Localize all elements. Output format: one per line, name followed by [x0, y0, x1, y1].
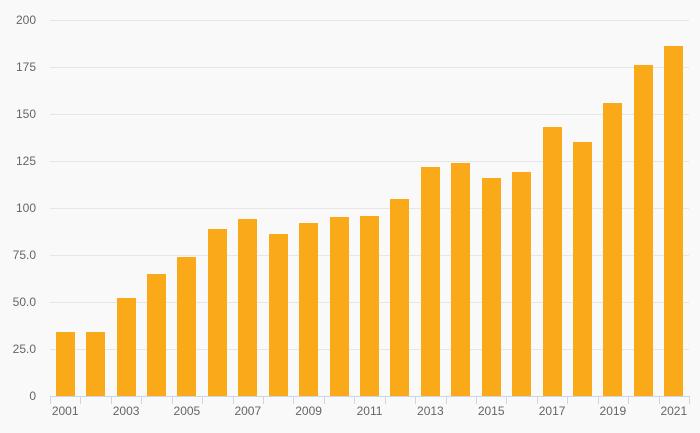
y-axis-label: 175: [15, 60, 36, 74]
bar-2012[interactable]: [390, 199, 410, 396]
x-axis-label: 2007: [234, 404, 262, 418]
x-axis-tick: [567, 397, 569, 404]
bar-2009[interactable]: [299, 223, 319, 396]
y-gridline: [50, 114, 689, 115]
x-axis-tick: [689, 397, 690, 404]
bar-2017[interactable]: [542, 127, 562, 396]
y-axis-label: 150: [15, 107, 36, 121]
y-axis-label: 75.0: [12, 248, 36, 262]
y-axis-label: 50.0: [12, 295, 36, 309]
y-gridline: [50, 67, 689, 68]
bar-2018[interactable]: [573, 142, 592, 396]
y-axis-label: 100: [15, 201, 36, 215]
bar-2020[interactable]: [633, 65, 653, 396]
x-axis-tick: [536, 397, 538, 404]
bar-2014[interactable]: [451, 163, 471, 396]
x-axis-tick: [415, 397, 417, 404]
x-axis-tick: [354, 397, 356, 404]
bar-2016[interactable]: [512, 172, 532, 396]
x-axis-tick: [323, 397, 325, 404]
x-axis-label: 2001: [51, 404, 79, 418]
x-axis-label: 2019: [599, 404, 627, 418]
bar-2003[interactable]: [116, 298, 136, 396]
x-axis-tick: [232, 397, 234, 404]
x-axis-label: 2005: [173, 404, 201, 418]
x-axis-label: 2017: [538, 404, 566, 418]
bar-2008[interactable]: [268, 234, 288, 396]
x-axis-tick: [171, 397, 173, 404]
x-axis-tick: [384, 397, 386, 404]
bar-2015[interactable]: [481, 178, 501, 396]
bar-2019[interactable]: [603, 103, 623, 396]
x-axis-label: 2003: [112, 404, 140, 418]
y-axis-label: 125: [15, 154, 36, 168]
bar-2011[interactable]: [360, 216, 379, 396]
x-axis-line: [50, 396, 690, 397]
bar-2002[interactable]: [86, 332, 106, 396]
x-axis-tick: [476, 397, 477, 404]
bar-2001[interactable]: [55, 332, 75, 396]
x-axis-tick: [445, 397, 447, 404]
y-axis-label: 25.0: [12, 342, 36, 356]
bar-2006[interactable]: [207, 229, 227, 396]
bar-2021[interactable]: [664, 46, 684, 396]
y-axis-label: 200: [15, 13, 36, 27]
x-axis-tick: [506, 397, 508, 404]
y-gridline: [50, 161, 689, 162]
x-axis-tick: [628, 397, 630, 404]
x-axis-label: 2015: [477, 404, 505, 418]
x-axis-label: 2009: [295, 404, 322, 418]
x-axis-tick: [658, 397, 660, 404]
bar-2013[interactable]: [420, 167, 440, 396]
x-axis-tick: [597, 397, 599, 404]
x-axis-tick: [263, 397, 264, 404]
y-gridline: [50, 20, 689, 21]
x-axis-tick: [110, 397, 112, 404]
bar-2010[interactable]: [329, 217, 349, 396]
x-axis-tick: [202, 397, 204, 404]
y-axis-label: 0: [29, 389, 36, 403]
x-axis-tick: [141, 397, 143, 404]
x-axis-tick: [50, 397, 51, 404]
x-axis-label: 2011: [356, 404, 383, 418]
bar-2004[interactable]: [147, 274, 166, 396]
bar-2005[interactable]: [177, 257, 197, 396]
x-axis-tick: [80, 397, 82, 404]
x-axis-label: 2013: [417, 404, 444, 418]
x-axis-label: 2021: [660, 404, 688, 418]
x-axis-tick: [293, 397, 295, 404]
bar-2007[interactable]: [238, 219, 258, 396]
y-gridline: [50, 208, 689, 209]
